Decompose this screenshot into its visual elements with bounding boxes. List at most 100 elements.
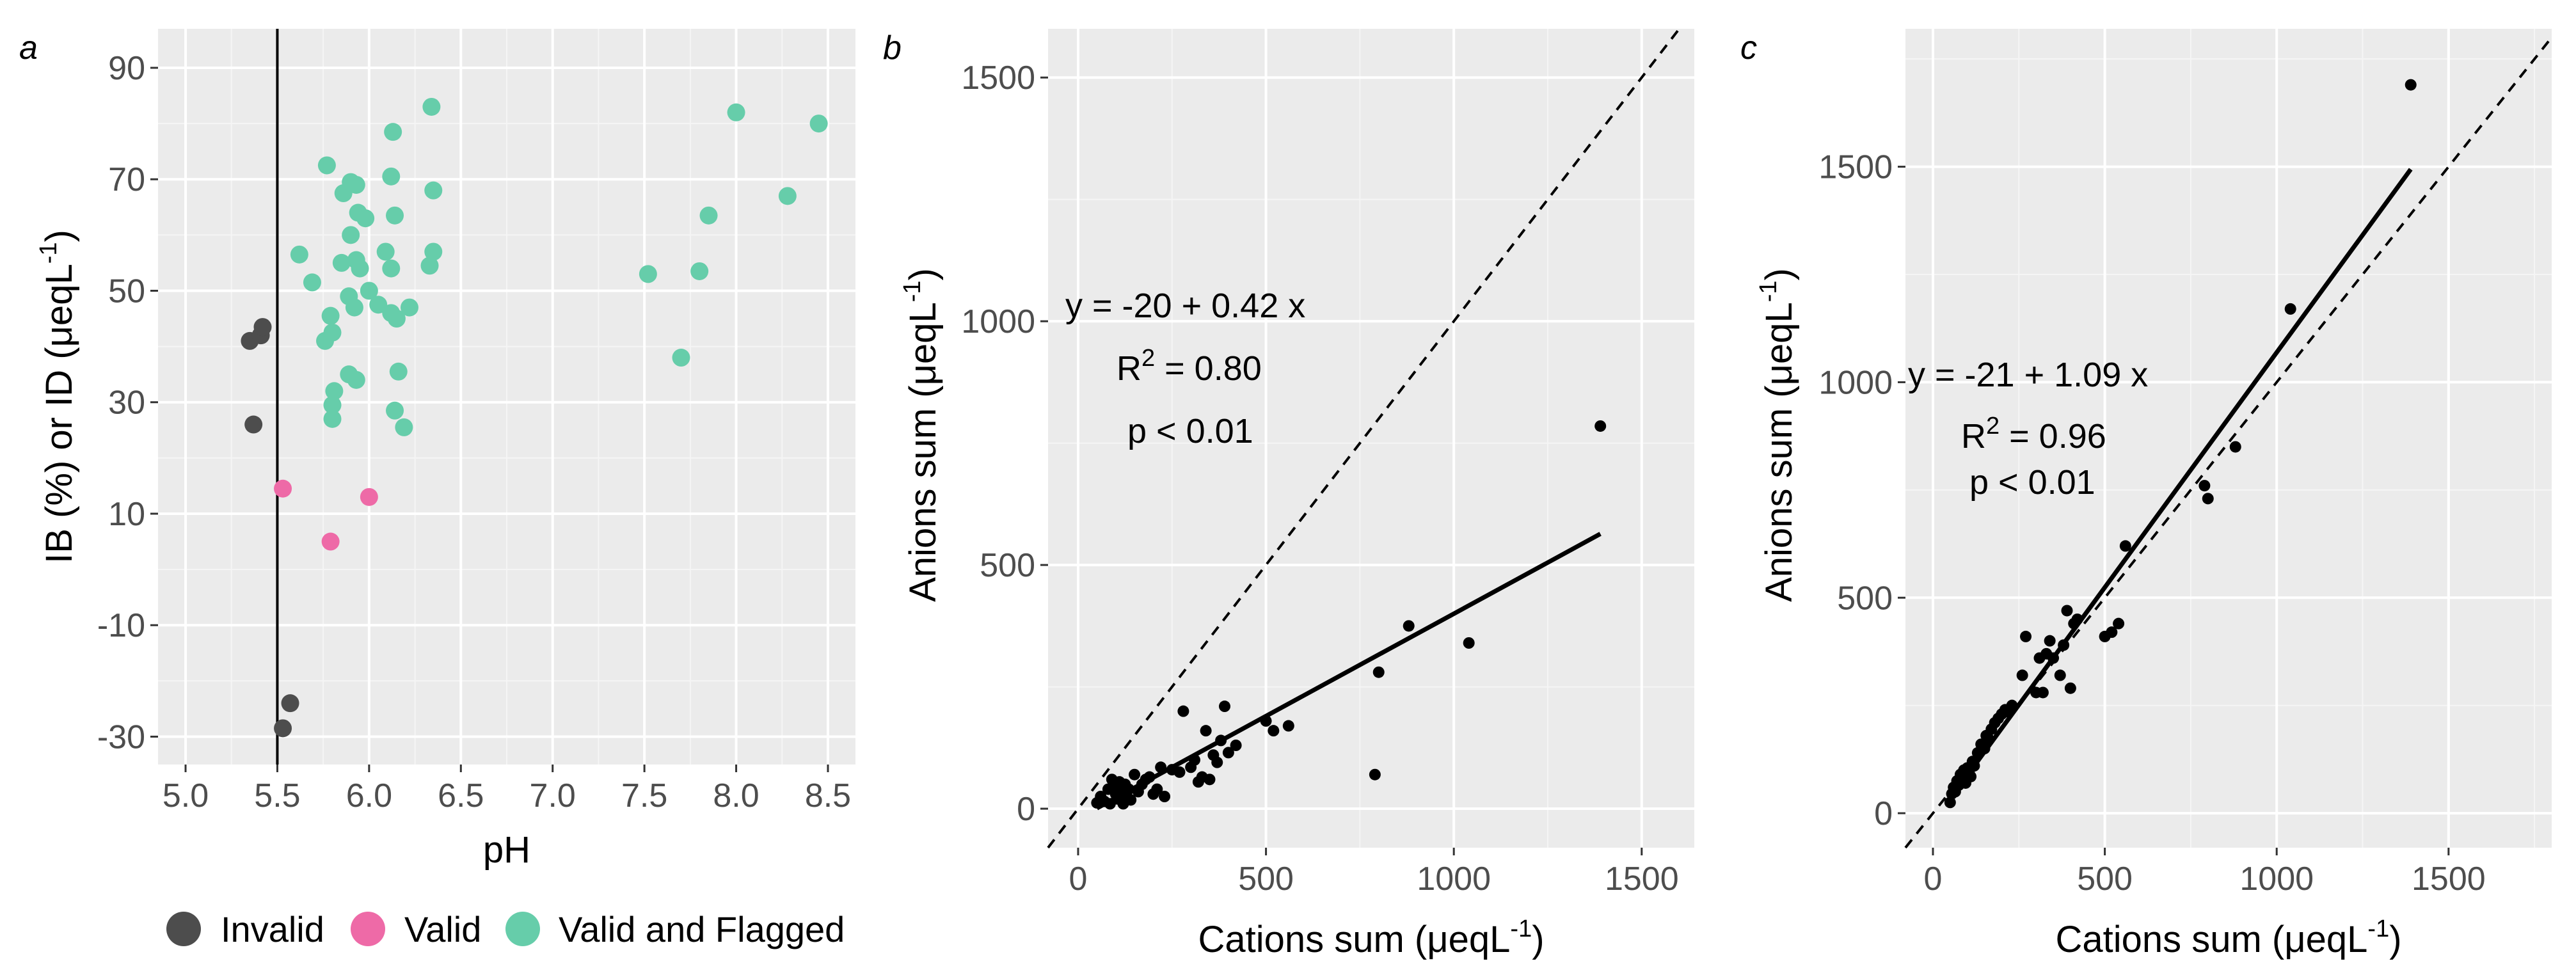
panel-b-fit-line (1095, 532, 1602, 811)
data-point (2058, 639, 2070, 651)
panel-c-y-axis-label: Anions sum (μeqL-1) (1755, 268, 1800, 602)
panel-b: 0 500 1000 1500 0 500 1000 1500 b y = -20 + 0.… (883, 28, 1694, 960)
point-flagged (321, 306, 340, 325)
data-point (1982, 732, 1994, 744)
x-tick-label: 1500 (2412, 860, 2486, 898)
data-point (1151, 783, 1163, 795)
data-point (1177, 705, 1189, 717)
panel-a: 5.0 5.5 6.0 6.5 7.0 7.5 8.0 8.5 -30 -10 10 30 50 70 9… (19, 29, 855, 949)
panel-c-identity-line (1904, 36, 2553, 849)
data-point (2202, 493, 2214, 505)
data-point (1260, 715, 1272, 727)
point-flagged (422, 97, 441, 116)
legend-swatch-invalid (166, 912, 201, 946)
point-flagged (384, 123, 402, 141)
panel-c-y-ticks: 0 500 1000 1500 (1818, 149, 1905, 832)
panel-b-x-axis-label: Cations sum (μeqL-1) (1198, 916, 1544, 960)
panel-b-y-axis-label: Anions sum (μeqL-1) (899, 268, 944, 602)
panel-b-r-squared: R2 = 0.80 (1117, 345, 1262, 388)
x-tick-label: 8.0 (713, 777, 759, 814)
data-point (2229, 441, 2241, 453)
panel-c-x-axis-label: Cations sum (μeqL-1) (2055, 916, 2401, 960)
point-flagged (317, 156, 336, 175)
y-tick-label: 500 (1837, 580, 1893, 617)
legend-item-valid: Valid (351, 909, 481, 949)
y-tick-label: 1500 (961, 59, 1035, 97)
panel-b-x-ticks: 0 500 1000 1500 (1069, 848, 1679, 898)
data-point (2284, 303, 2296, 315)
point-flagged (347, 175, 365, 194)
data-point (1463, 637, 1475, 649)
point-flagged (395, 418, 413, 436)
x-tick-label: 7.0 (530, 777, 576, 814)
point-flagged (323, 323, 342, 342)
x-tick-label: 8.5 (805, 777, 851, 814)
data-point (1200, 725, 1212, 737)
x-tick-label: 6.0 (346, 777, 392, 814)
panel-c-fit-line (1948, 168, 2413, 800)
point-flagged (347, 370, 365, 389)
point-flagged (690, 262, 709, 280)
point-valid (360, 488, 378, 506)
data-point (1129, 768, 1141, 781)
y-tick-label: 0 (1874, 795, 1893, 832)
legend-label-valid-and-flagged: Valid and Flagged (559, 909, 845, 949)
data-point (2047, 652, 2060, 664)
point-flagged (672, 349, 690, 367)
panel-c-points (1944, 79, 2417, 809)
point-flagged (356, 209, 375, 228)
point-flagged (342, 226, 360, 244)
y-tick-label: 1000 (961, 303, 1035, 340)
point-invalid (244, 415, 263, 434)
point-flagged (424, 181, 443, 200)
legend-item-valid-and-flagged: Valid and Flagged (505, 909, 845, 949)
panel-a-x-axis-label: pH (483, 829, 530, 871)
data-point (1968, 760, 1980, 772)
panel-a-x-ticks: 5.0 5.5 6.0 6.5 7.0 7.5 8.0 8.5 (163, 765, 851, 814)
panel-b-points (1091, 420, 1607, 810)
legend-item-invalid: Invalid (166, 909, 324, 949)
panel-c-equation: y = -21 + 1.09 x (1908, 356, 2148, 394)
x-tick-label: 1500 (1605, 860, 1679, 898)
point-valid (321, 532, 340, 551)
data-point (1944, 797, 1956, 809)
data-point (2061, 605, 2073, 617)
x-tick-label: 1000 (2239, 860, 2314, 898)
data-point (1215, 734, 1227, 747)
data-point (1222, 747, 1234, 759)
panel-c-x-ticks: 0 500 1000 1500 (1924, 848, 2486, 898)
x-tick-label: 6.5 (438, 777, 484, 814)
x-tick-label: 7.5 (621, 777, 667, 814)
data-point (1211, 756, 1223, 768)
data-point (2119, 540, 2131, 552)
x-tick-label: 5.0 (163, 777, 209, 814)
panel-a-label: a (19, 29, 38, 67)
data-point (2006, 699, 2018, 711)
panel-b-p-value: p < 0.01 (1127, 412, 1253, 450)
point-flagged (389, 362, 408, 381)
x-tick-label: 500 (2077, 860, 2133, 898)
point-flagged (290, 245, 308, 264)
y-tick-label: 10 (108, 496, 145, 533)
panel-a-y-axis-label: IB (%) or ID (μeqL-1) (35, 230, 80, 564)
data-point (2044, 635, 2056, 647)
data-point (2037, 686, 2049, 699)
x-tick-label: 0 (1069, 860, 1088, 898)
panel-b-background (1048, 29, 1694, 848)
data-point (1123, 783, 1135, 795)
legend: Invalid Valid Valid and Flagged (166, 909, 845, 949)
panel-b-label: b (883, 29, 902, 67)
point-flagged (303, 273, 321, 292)
y-tick-label: 0 (1017, 791, 1035, 828)
point-flagged (387, 310, 406, 328)
y-tick-label: 30 (108, 384, 145, 422)
y-tick-label: 1500 (1818, 149, 1893, 186)
y-tick-label: 50 (108, 273, 145, 310)
x-tick-label: 0 (1924, 860, 1943, 898)
data-point (1978, 743, 1991, 755)
data-point (1965, 770, 1977, 782)
data-point (2113, 617, 2125, 630)
y-tick-label: -30 (97, 718, 145, 756)
data-point (2198, 480, 2211, 492)
data-point (1173, 766, 1186, 778)
